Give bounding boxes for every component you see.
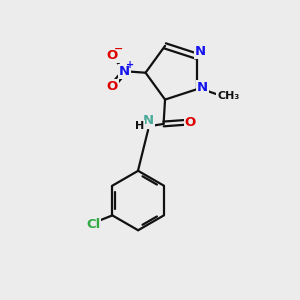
Text: −: −	[113, 44, 123, 54]
Text: Cl: Cl	[86, 218, 100, 231]
Text: O: O	[185, 116, 196, 129]
Text: H: H	[135, 121, 144, 131]
Text: CH₃: CH₃	[217, 91, 239, 101]
Text: O: O	[106, 49, 118, 62]
Text: N: N	[119, 65, 130, 78]
Text: +: +	[126, 60, 134, 70]
Text: N: N	[195, 45, 206, 58]
Text: O: O	[106, 80, 118, 93]
Text: N: N	[197, 81, 208, 94]
Text: N: N	[142, 115, 154, 128]
